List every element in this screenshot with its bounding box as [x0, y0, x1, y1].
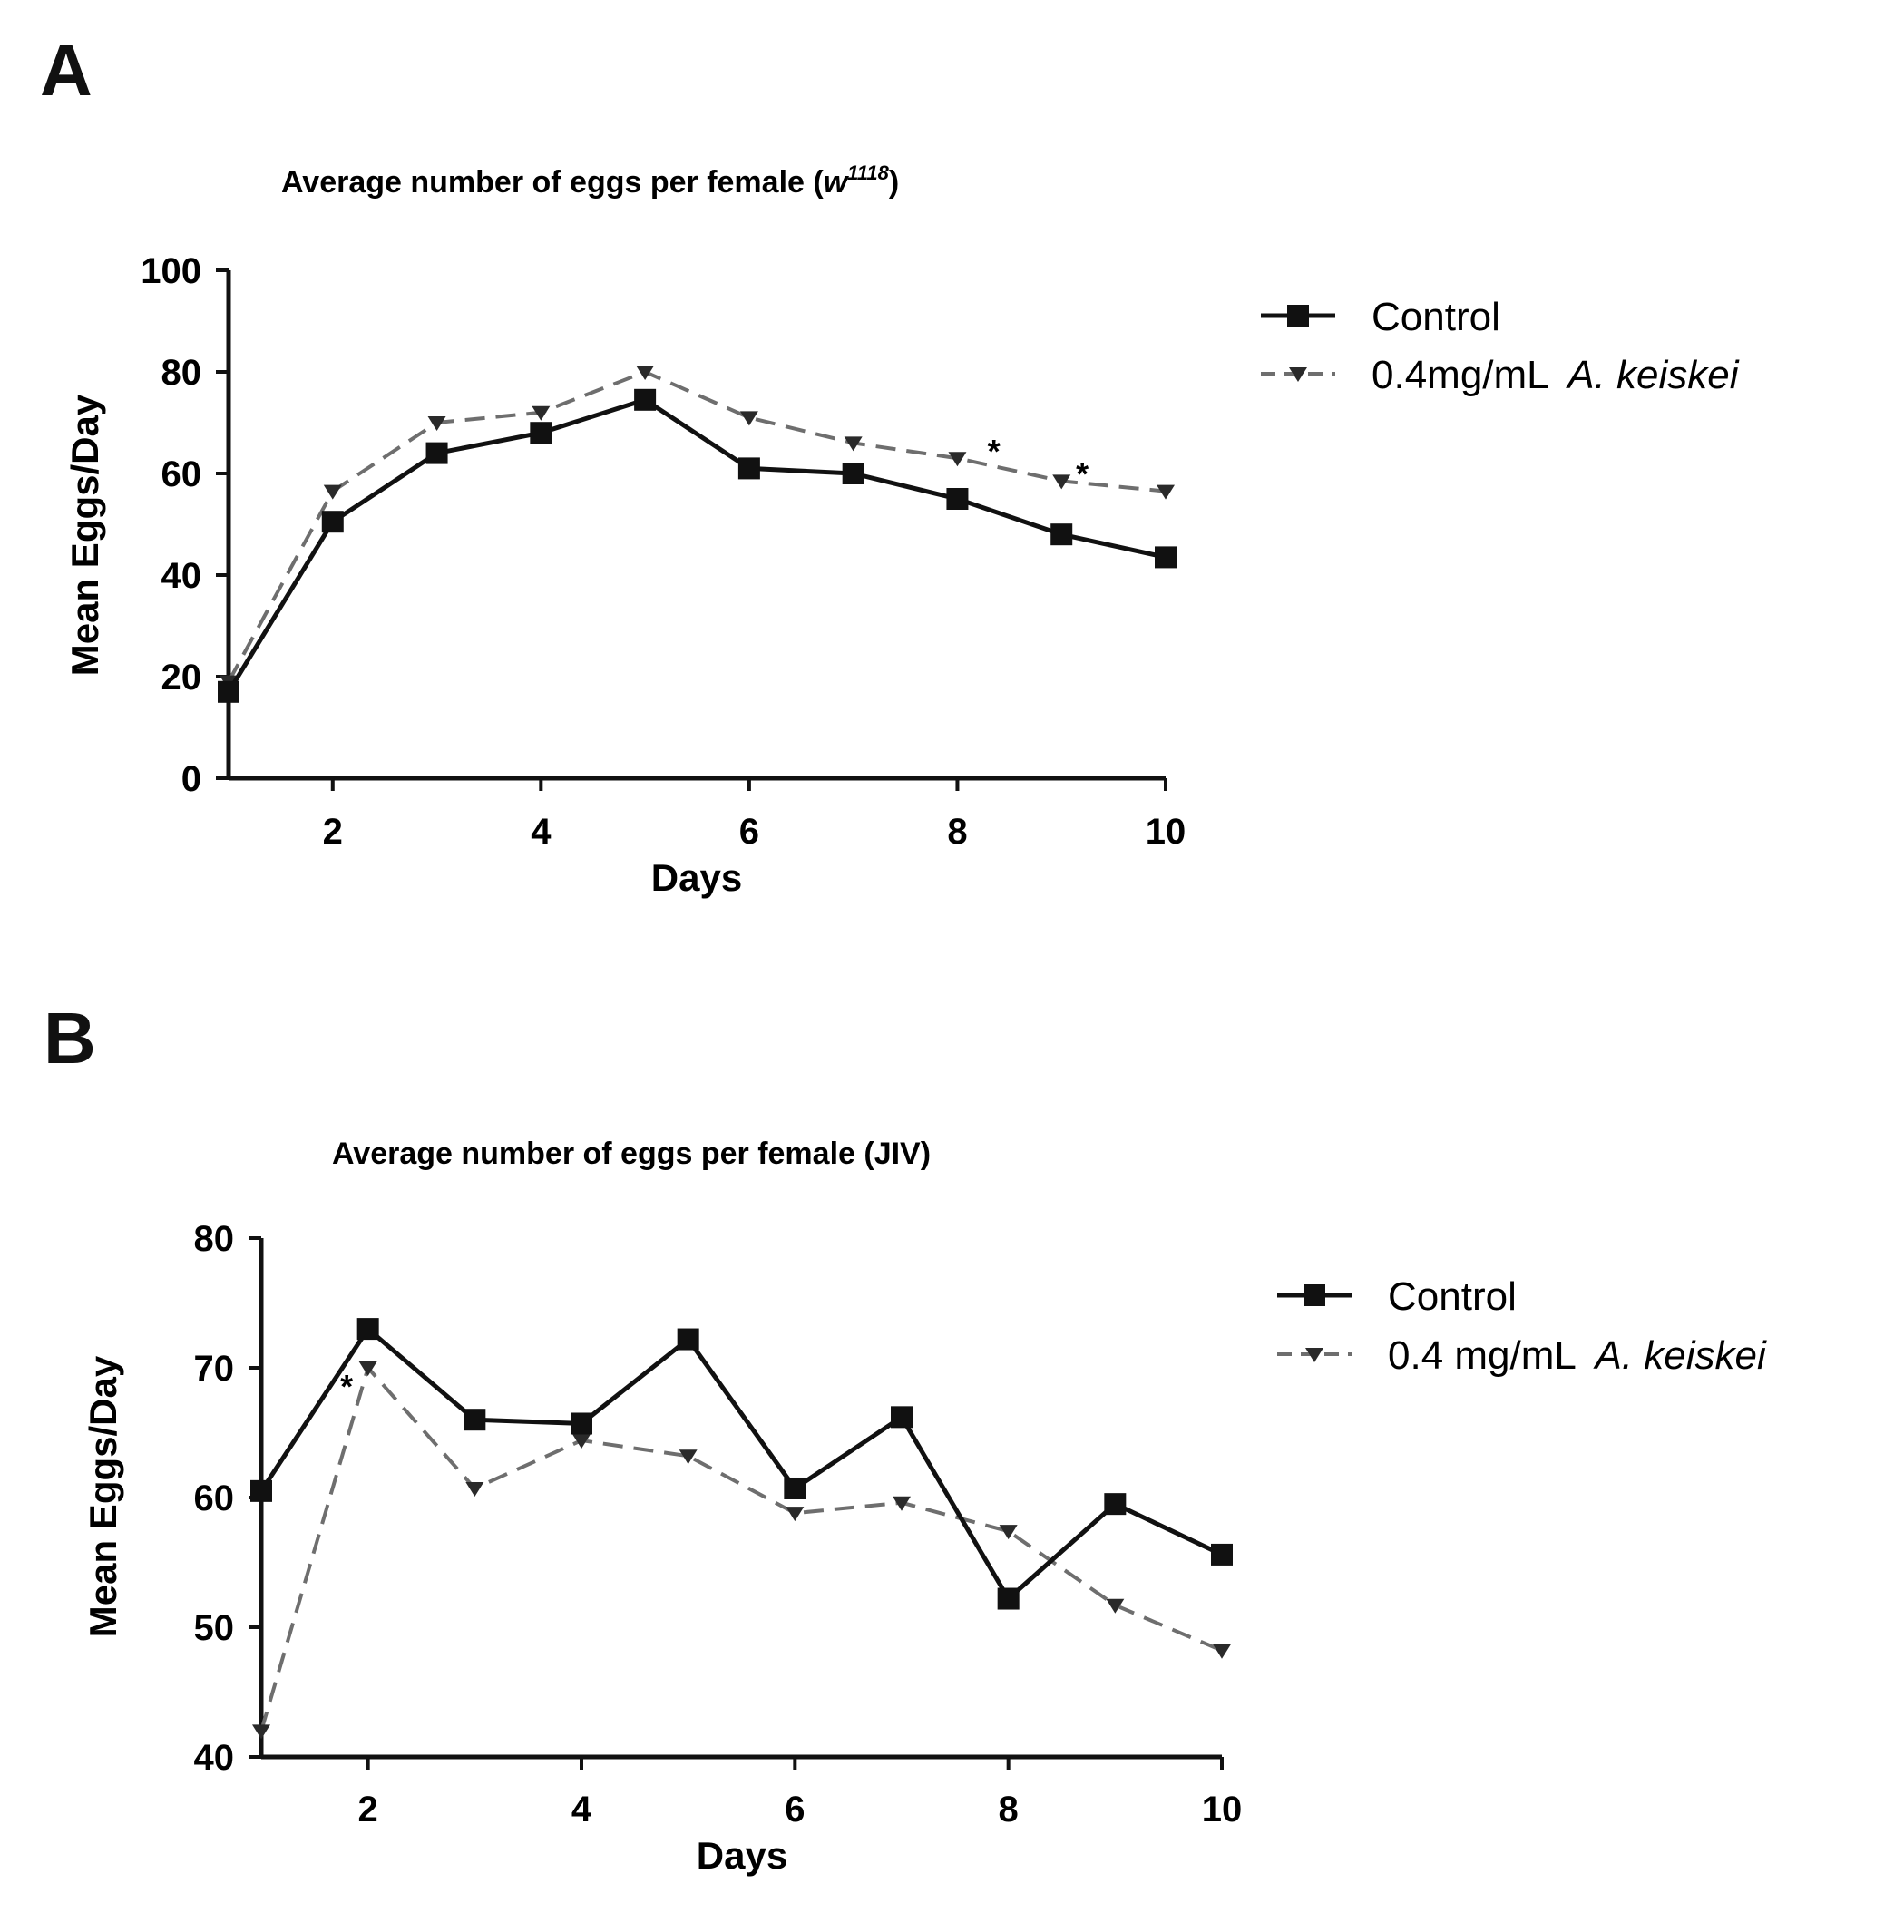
legend-treatment-marker [1289, 367, 1307, 382]
chart-b-ytick-label: 70 [194, 1349, 235, 1389]
chart-b-xtick-label: 2 [358, 1790, 378, 1830]
chart-b-treatment-point [252, 1724, 270, 1740]
chart-a-ytick-label: 100 [141, 251, 201, 291]
legend-control-label: Control [1388, 1274, 1517, 1319]
chart-b-ytick-label: 80 [194, 1219, 235, 1259]
chart-a-treatment-point [1052, 474, 1071, 490]
chart-a-ytick-label: 20 [161, 658, 202, 698]
legend-treatment-dose: 0.4mg/mL [1372, 353, 1558, 397]
chart-b-ytick-label: 60 [194, 1478, 235, 1518]
chart-a-treatment-point [427, 416, 446, 431]
chart-a-treatment-point [948, 452, 967, 467]
legend-treatment-marker [1305, 1348, 1323, 1362]
chart-b-xtick-label: 10 [1202, 1790, 1243, 1830]
chart-b-control-point [464, 1409, 486, 1431]
chart-b-treatment-point [572, 1434, 591, 1449]
chart-b-control-point [1104, 1493, 1127, 1516]
chart-b-control-point [1211, 1543, 1233, 1566]
chart-b-significance-star: * [340, 1368, 353, 1405]
chart-a-control-point [1050, 523, 1073, 546]
chart-a-treatment-point [844, 436, 863, 452]
chart-b-treatment-point [786, 1507, 805, 1522]
chart-a-y-axis-title: Mean Eggs/Day [63, 394, 106, 676]
legend-treatment-label: 0.4 mg/mL A. keiskei [1388, 1333, 1767, 1378]
chart-b-control-point [784, 1477, 806, 1499]
chart-b-series-treatment-line [259, 1366, 1223, 1732]
chart-a-control-point [425, 442, 448, 464]
chart-b-treatment-point [465, 1481, 484, 1497]
chart-a-legend: Control 0.4mg/mL A. keiskei [1261, 295, 1740, 397]
panel-label-b: B [44, 998, 96, 1078]
chart-a-xtick-label: 2 [323, 812, 343, 852]
chart-b-treatment-point [1106, 1598, 1125, 1614]
chart-b-control-point [356, 1318, 379, 1341]
chart-a: Average number of eggs per female (w1118… [63, 161, 1740, 899]
chart-b-control-point [677, 1328, 699, 1351]
chart-b-ytick-label: 50 [194, 1608, 235, 1648]
chart-b-title: Average number of eggs per female (JIV) [332, 1137, 931, 1171]
chart-b-treatment-point [999, 1525, 1018, 1540]
chart-b-xtick-label: 8 [999, 1790, 1019, 1830]
chart-a-xtick-label: 4 [531, 812, 552, 852]
chart-a-xtick-label: 6 [739, 812, 759, 852]
chart-a-treatment-point [739, 411, 758, 426]
chart-a-xtick-label: 8 [947, 812, 967, 852]
chart-b-y-axis-title: Mean Eggs/Day [82, 1355, 124, 1637]
chart-a-significance-star: * [1076, 455, 1089, 493]
legend-treatment-species: A. keiskei [1592, 1333, 1767, 1378]
chart-a-ytick-label: 60 [161, 454, 202, 494]
legend-treatment-label: 0.4mg/mL A. keiskei [1372, 353, 1740, 397]
chart-a-series-control-line [226, 397, 1167, 694]
chart-a-series-treatment-line [227, 370, 1167, 683]
chart-a-treatment-point [1157, 484, 1175, 500]
chart-b-treatment-point [679, 1449, 698, 1465]
chart-b-legend: Control 0.4 mg/mL A. keiskei [1277, 1274, 1767, 1378]
chart-a-control-point [634, 388, 657, 411]
legend-treatment-dose: 0.4 mg/mL [1388, 1333, 1586, 1378]
chart-b-treatment-point [893, 1496, 911, 1511]
chart-a-ytick-label: 40 [161, 556, 202, 596]
legend-control-marker [1287, 305, 1309, 327]
legend-treatment-species: A. keiskei [1565, 353, 1740, 397]
chart-b-control-point [997, 1587, 1020, 1610]
chart-a-control-point [946, 488, 969, 510]
chart-b-series-control-line [259, 1326, 1224, 1602]
chart-b-xtick-label: 4 [571, 1790, 592, 1830]
chart-b-control-point [250, 1479, 272, 1502]
chart-a-ytick-label: 0 [181, 759, 201, 799]
chart-b-control-point [571, 1412, 592, 1435]
chart-a-treatment-point [532, 405, 551, 421]
chart-a-xtick-label: 10 [1146, 812, 1186, 852]
chart-a-treatment-point [636, 366, 655, 380]
chart-b-control-point [891, 1406, 913, 1429]
chart-a-ytick-label: 80 [161, 353, 202, 393]
chart-a-control-point [737, 457, 760, 480]
chart-a-control-point [1155, 546, 1177, 569]
legend-control-marker [1304, 1284, 1325, 1306]
chart-b-x-axis-title: Days [697, 1834, 787, 1877]
chart-a-control-point [842, 463, 864, 484]
chart-b-treatment-point [358, 1361, 377, 1376]
chart-b: Average number of eggs per female (JIV) … [82, 1137, 1767, 1877]
chart-b-xtick-label: 6 [785, 1790, 805, 1830]
chart-a-x-axis-title: Days [651, 856, 742, 899]
chart-a-treatment-point [323, 484, 342, 500]
chart-a-title: Average number of eggs per female (w1118… [281, 161, 899, 200]
chart-b-treatment-point [1213, 1644, 1231, 1659]
chart-a-control-point [321, 511, 344, 533]
chart-a-control-point [530, 422, 552, 444]
chart-a-control-point [218, 680, 239, 703]
chart-a-significance-star: * [988, 433, 1001, 470]
chart-b-ytick-label: 40 [194, 1738, 235, 1778]
legend-control-label: Control [1372, 295, 1500, 339]
panel-label-a: A [40, 30, 93, 111]
